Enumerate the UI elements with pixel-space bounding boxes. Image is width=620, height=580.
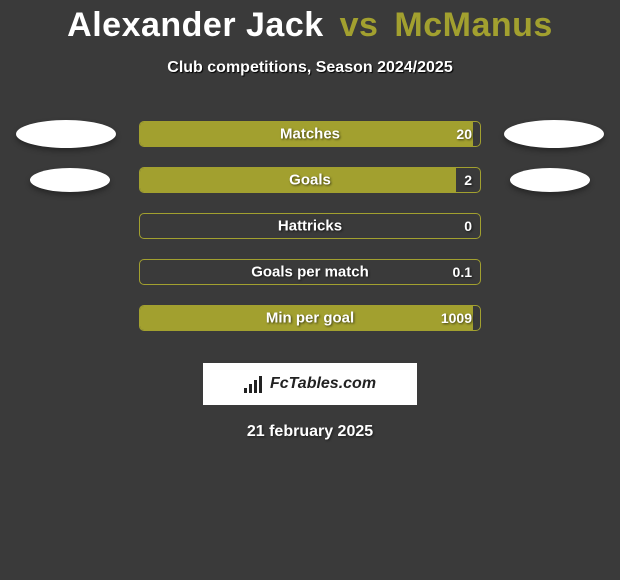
vs-text: vs: [340, 6, 379, 44]
stat-row: Hattricks 0: [70, 203, 550, 249]
logo-text: FcTables.com: [270, 375, 376, 393]
comparison-card: Alexander Jack vs McManus Club competiti…: [0, 0, 620, 441]
stat-row: Min per goal 1009: [70, 295, 550, 341]
stat-value: 0.1: [453, 264, 472, 280]
stat-value: 0: [464, 218, 472, 234]
stat-fill: [140, 306, 473, 330]
stat-row: Goals 2: [70, 157, 550, 203]
bar-chart-icon: [244, 375, 264, 393]
page-title: Alexander Jack vs McManus: [0, 6, 620, 45]
player2-name: McManus: [394, 6, 552, 44]
player1-name: Alexander Jack: [67, 6, 324, 44]
stat-bar: Goals 2: [139, 167, 481, 193]
player1-blob: [16, 120, 116, 148]
stat-bar: Goals per match 0.1: [139, 259, 481, 285]
subtitle: Club competitions, Season 2024/2025: [0, 59, 620, 77]
player2-blob: [504, 120, 604, 148]
stat-bar: Min per goal 1009: [139, 305, 481, 331]
stat-fill: [140, 168, 456, 192]
stat-label: Goals per match: [140, 264, 480, 281]
stat-bar: Matches 20: [139, 121, 481, 147]
date-text: 21 february 2025: [0, 423, 620, 441]
stat-row: Matches 20: [70, 111, 550, 157]
stat-label: Hattricks: [140, 218, 480, 235]
stats-list: Matches 20 Goals 2 Hattricks 0: [70, 111, 550, 341]
source-logo: FcTables.com: [203, 363, 417, 405]
stat-row: Goals per match 0.1: [70, 249, 550, 295]
player2-blob: [510, 168, 590, 192]
stat-value: 2: [464, 172, 472, 188]
stat-fill: [140, 122, 473, 146]
player1-blob: [30, 168, 110, 192]
stat-bar: Hattricks 0: [139, 213, 481, 239]
